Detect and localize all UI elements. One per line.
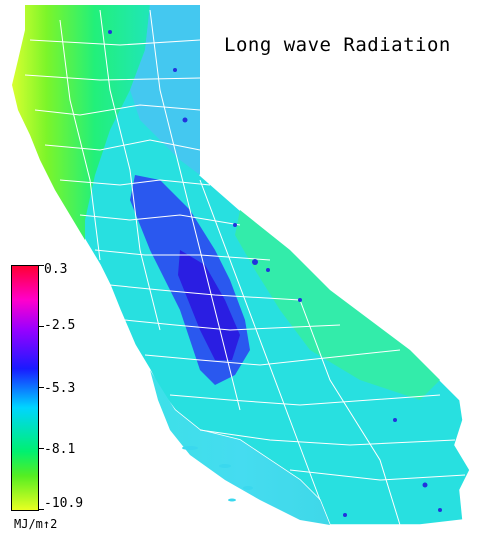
legend-tick-label: -2.5 [44,318,76,333]
south-coast-region [150,370,330,525]
legend-tick [38,265,44,266]
north-coast-region [12,5,150,240]
legend-tick-label: -5.3 [44,381,76,396]
northeast-region [130,5,200,175]
island [243,486,253,490]
legend-tick [38,509,44,510]
island [219,464,231,468]
detail-specks [108,30,442,517]
valley-core [178,250,240,360]
legend-tick [38,326,44,327]
legend-units: MJ/m↑2 [14,517,58,531]
color-scale-bar [11,265,39,511]
map-title: Long wave Radiation [224,34,451,56]
legend-tick-label: 0.3 [44,262,68,277]
legend-tick [38,448,44,449]
county-borders [24,9,466,526]
island [182,446,198,450]
island [228,498,236,502]
legend-tick-label: -8.1 [44,442,76,457]
legend-tick [38,387,44,388]
eastern-desert-region [235,210,440,400]
legend-tick-label: -10.9 [44,496,84,511]
